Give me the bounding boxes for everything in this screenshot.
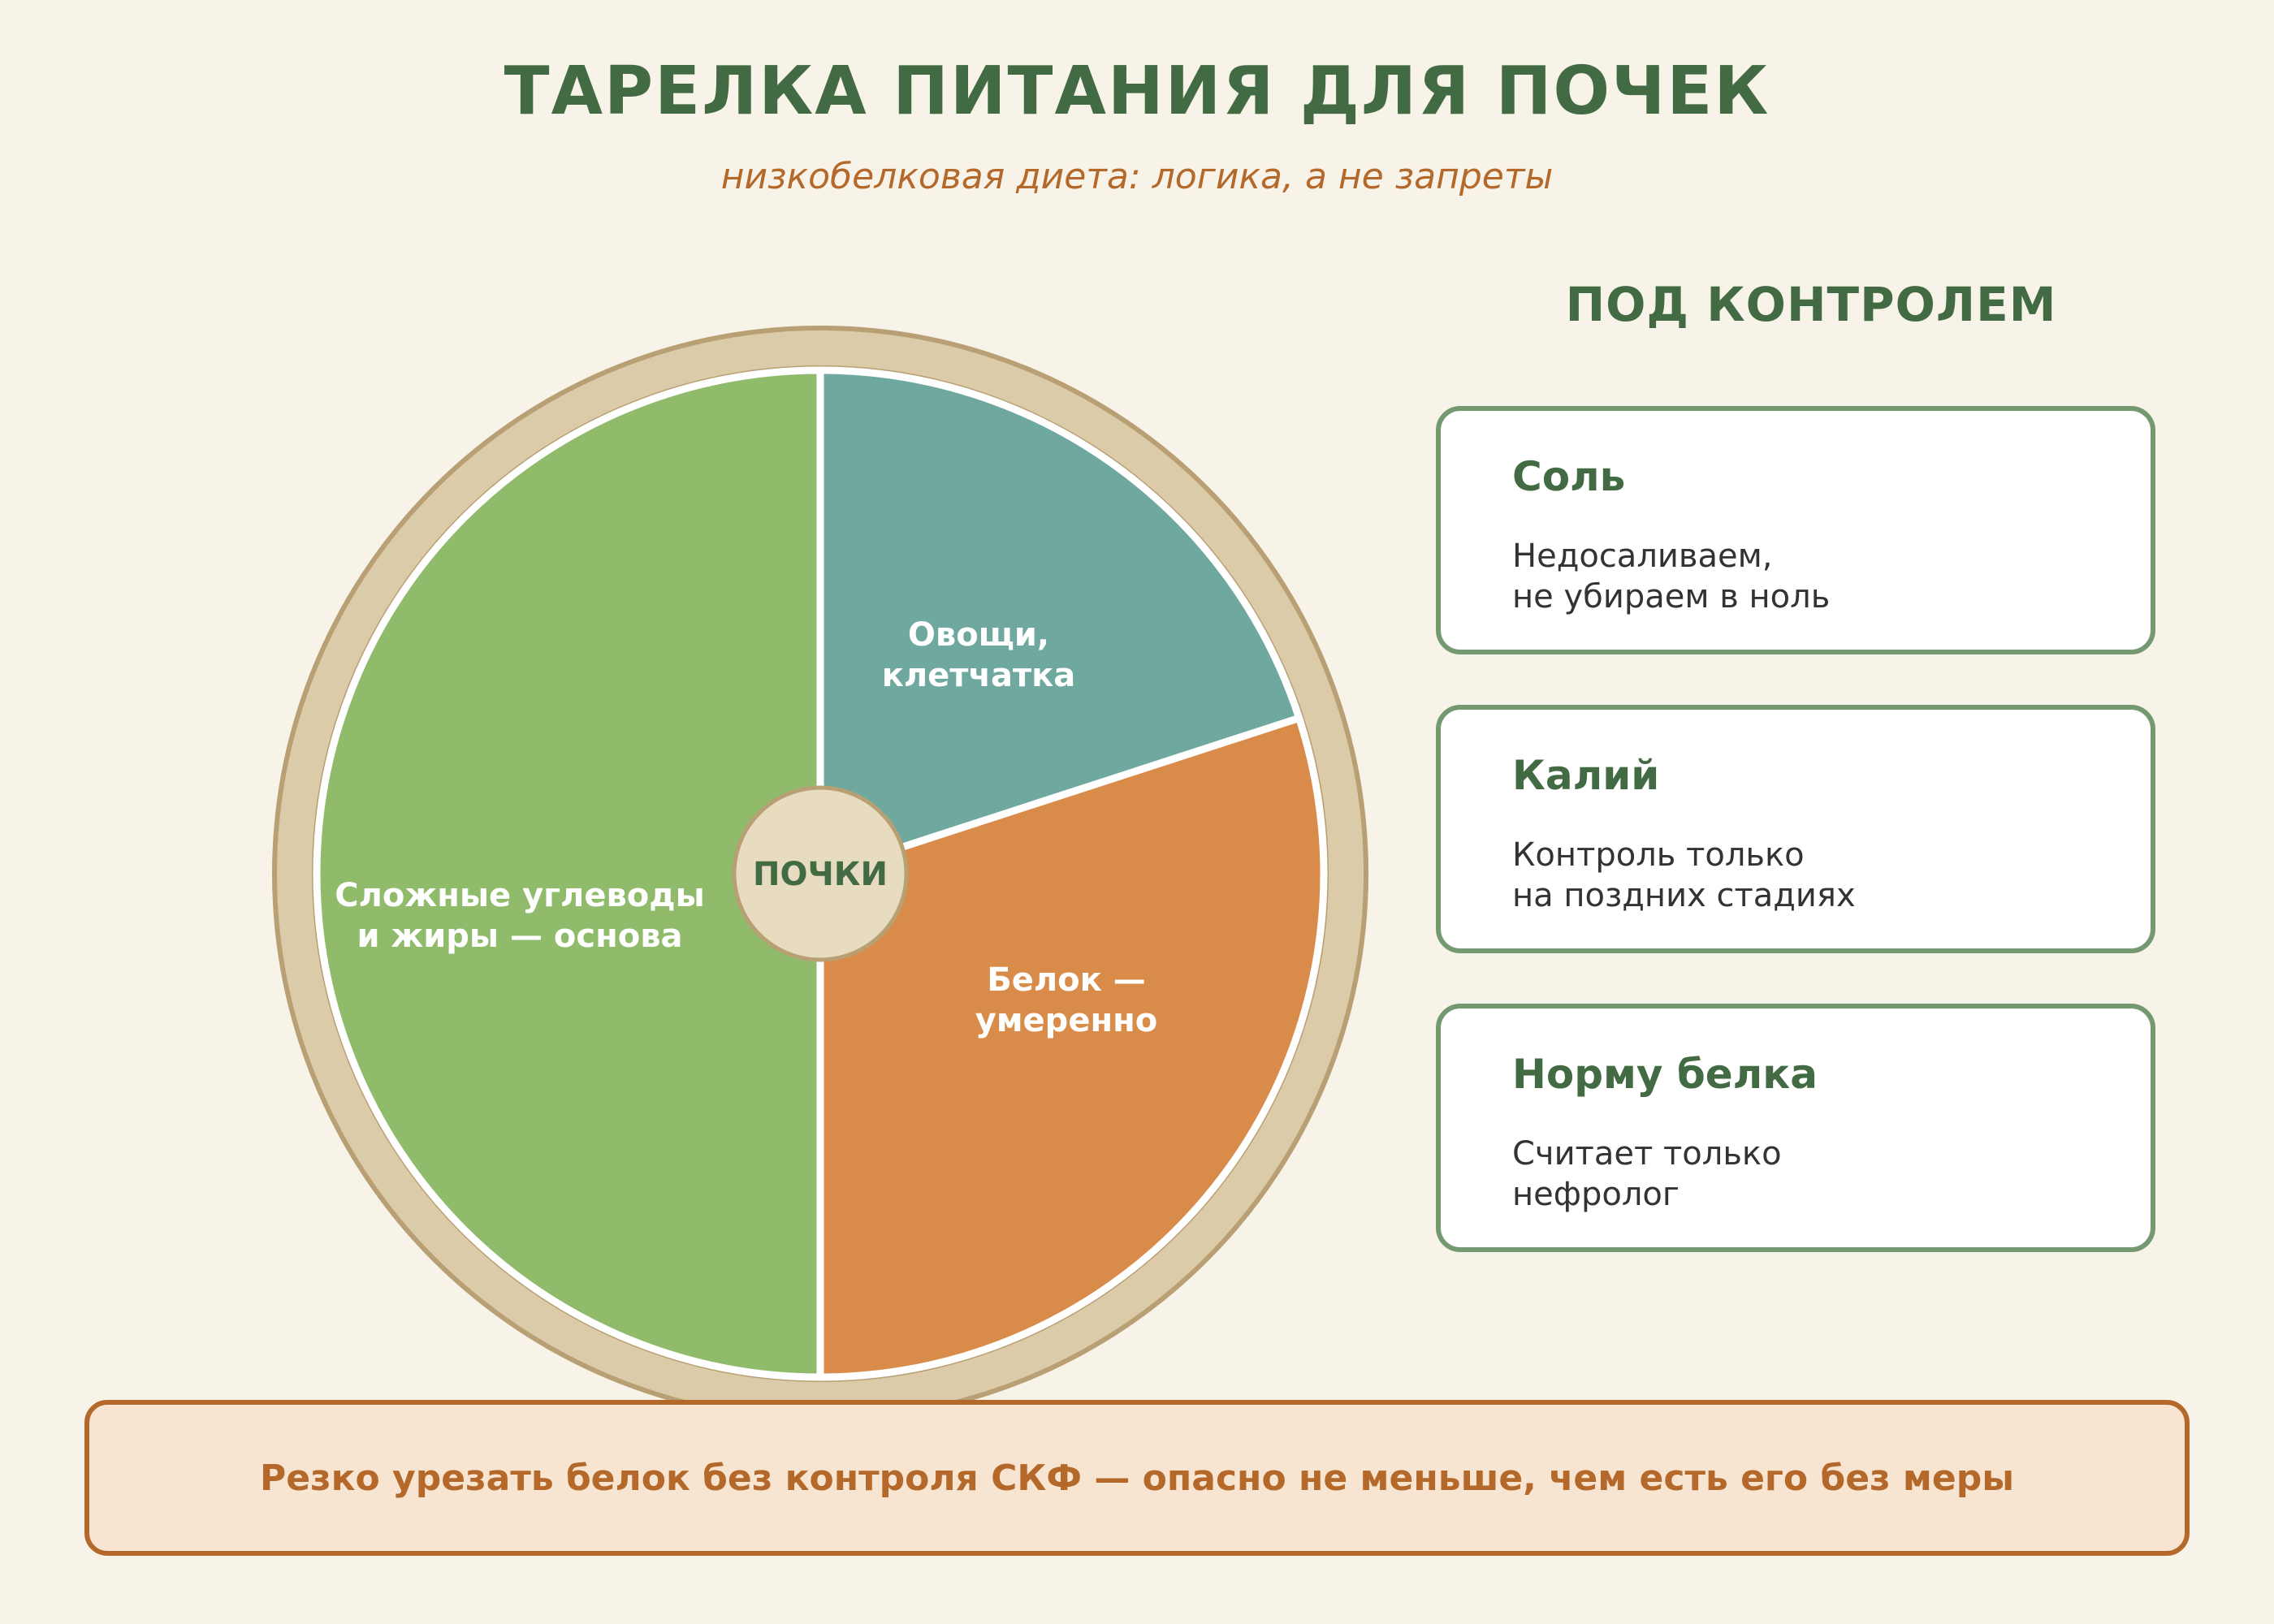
card-text-line: Недосаливаем, [1512,538,1773,575]
card-text-line: Считает только [1512,1135,1782,1173]
plate-inner-border [312,365,1329,1382]
card-text-line: Контроль только [1512,836,1805,874]
card-text-line: нефролог [1512,1176,1680,1213]
segment-label-line: Белок — [987,961,1145,999]
plate-segment [816,366,1303,878]
segment-label: Сложные углеводы и жиры — основа [335,877,704,955]
segment-label-line: Сложные углеводы [335,877,704,914]
warning-banner: Резко урезать белок без контроля СКФ — о… [84,1400,2190,1556]
segment-label: Овощи, клетчатка [882,616,1076,694]
plate-hub [732,785,909,962]
card-title: Соль [1512,453,1626,500]
plate-segment [313,366,824,1381]
hub-label: ПОЧКИ [753,856,888,893]
segment-label-line: умеренно [975,1002,1157,1039]
card-title: Калий [1512,752,1660,799]
page-subtitle: низкобелковая диета: логика, а не запрет… [720,156,1554,197]
card-title: Норму белка [1512,1051,1818,1098]
segment-label-line: и жиры — основа [357,918,682,955]
plate-rim [272,326,1368,1422]
control-heading: ПОД КОНТРОЛЕМ [1565,277,2057,332]
plate-segment [816,714,1328,1381]
warning-text: Резко урезать белок без контроля СКФ — о… [259,1457,2015,1499]
card-text-line: на поздних стадиях [1512,877,1856,914]
card-potassium: Калий Контроль только на поздних стадиях [1436,705,2155,953]
segment-label-line: клетчатка [882,657,1076,694]
card-salt: Соль Недосаливаем, не убираем в ноль [1436,406,2155,654]
card-protein-norm: Норму белка Считает только нефролог [1436,1004,2155,1252]
page-title: ТАРЕЛКА ПИТАНИЯ ДЛЯ ПОЧЕК [504,53,1770,130]
card-text-line: не убираем в ноль [1512,578,1831,615]
segment-label: Белок — умеренно [975,961,1157,1039]
segment-label-line: Овощи, [908,616,1049,654]
